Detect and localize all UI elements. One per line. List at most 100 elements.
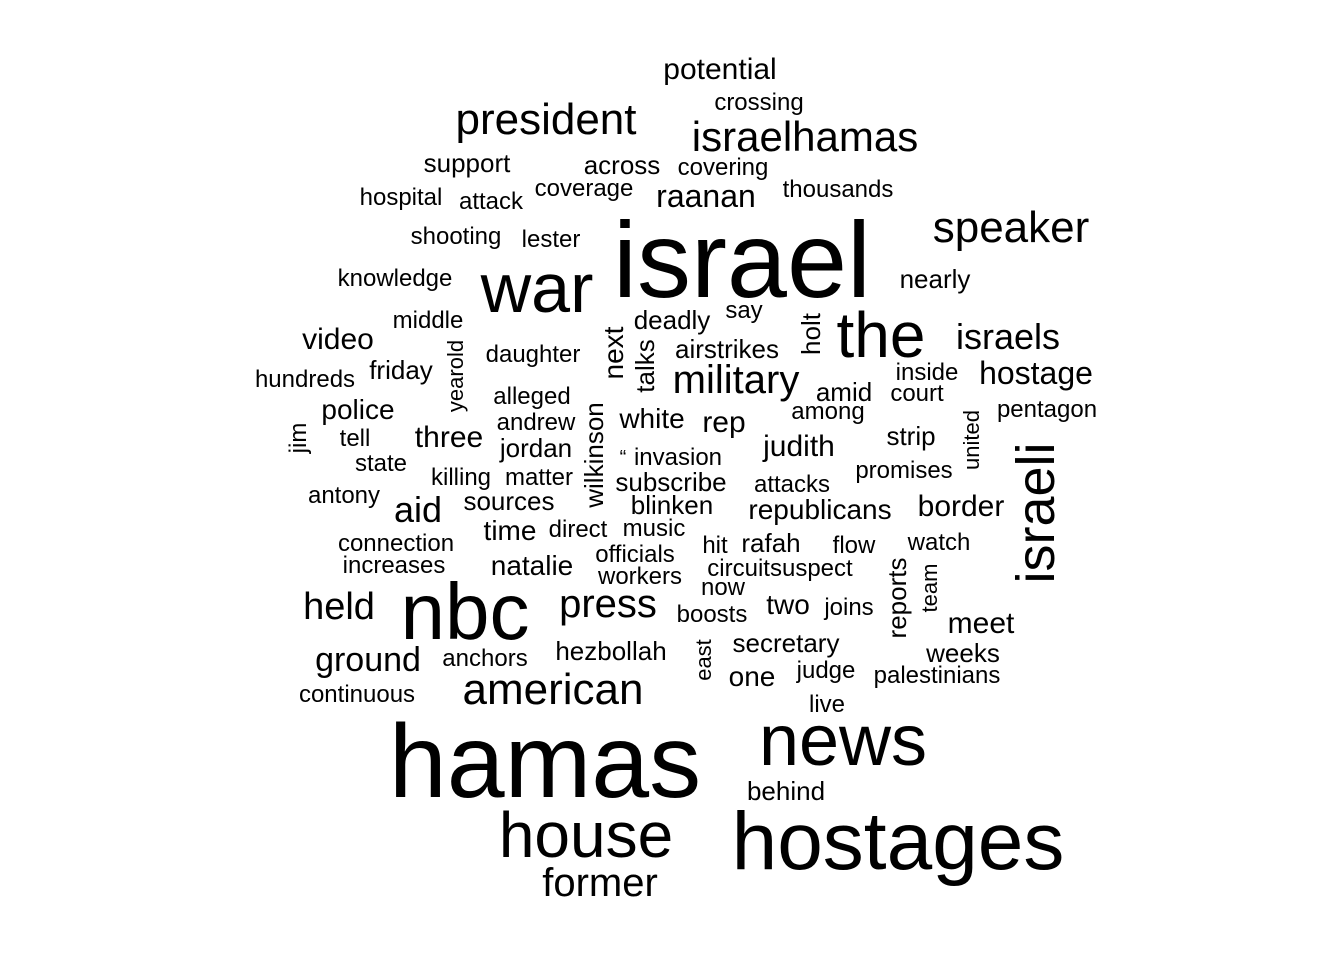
word-time: time [483,515,537,546]
word-meet: meet [947,607,1015,640]
word-direct: direct [548,516,608,543]
word-middle: middle [392,307,464,334]
word-strip: strip [886,421,936,451]
word-two: two [766,589,810,620]
word-attack: attack [458,188,524,215]
word-music: music [622,515,686,542]
word-live: live [808,691,846,718]
word-hit: hit [702,532,728,559]
word-attacks: attacks [753,471,831,498]
word-sources: sources [463,486,555,516]
word-team: team [917,563,942,613]
word-lester: lester [521,226,581,253]
word-the: the [836,299,926,371]
word-natalie: natalie [490,550,574,581]
word-hundreds: hundreds [254,366,356,393]
word-hostages: hostages [731,796,1065,887]
word-israels: israels [955,316,1061,357]
word-andrew: andrew [496,409,576,436]
word-former: former [542,861,658,905]
word-promises: promises [855,457,953,484]
word-anchors: anchors [442,645,528,672]
word-say: say [725,297,763,324]
word-ground: ground [315,641,421,679]
word-press: press [559,582,657,626]
word-flow: flow [832,532,876,559]
word-nearly: nearly [899,264,971,294]
word-crossing: crossing [714,89,804,116]
word-potential: potential [663,53,777,86]
word-open-quote: “ [619,447,627,469]
word-workers: workers [597,563,683,590]
word-daughter: daughter [485,341,581,368]
word-hospital: hospital [359,184,443,211]
word-support: support [423,148,511,178]
word-thousands: thousands [782,176,894,203]
word-israelhamas: israelhamas [691,113,919,160]
word-talks: talks [630,339,660,393]
word-next: next [598,326,629,380]
word-reports: reports [882,557,912,639]
word-one: one [728,661,776,692]
word-held: held [303,586,375,628]
word-invasion: invasion [633,444,723,471]
word-yearold: yearold [443,339,468,413]
word-matter: matter [504,464,574,491]
word-watch: watch [907,529,971,556]
word-boosts: boosts [676,601,748,628]
word-judith: judith [763,430,835,463]
word-military: military [672,358,800,402]
word-rep: rep [702,406,746,439]
word-behind: behind [746,776,826,806]
word-court: court [890,380,944,407]
word-inside: inside [895,359,959,386]
word-friday: friday [369,355,433,385]
word-shooting: shooting [410,223,502,250]
word-israeli: israeli [1006,442,1066,584]
word-news: news [758,701,928,781]
word-continuous: continuous [298,681,416,708]
word-officials: officials [595,541,675,568]
word-now: now [700,574,746,601]
word-alleged: alleged [493,383,571,410]
word-house: house [498,799,674,871]
word-rafah: rafah [741,528,801,558]
word-weeks: weeks [926,638,1000,668]
word-joins: joins [824,594,874,621]
word-border: border [917,490,1005,523]
word-increases: increases [342,552,446,579]
word-hezbollah: hezbollah [555,636,667,666]
word-speaker: speaker [932,203,1090,252]
word-east: east [691,639,716,681]
word-connection: connection [337,530,455,557]
word-hostage: hostage [979,355,1093,391]
word-antony: antony [307,482,381,509]
word-holt: holt [796,313,826,355]
word-raanan: raanan [656,178,756,214]
word-killing: killing [430,464,492,491]
word-pentagon: pentagon [996,396,1098,423]
word-across: across [583,150,661,180]
word-jim: jim [285,422,312,454]
word-united: united [959,410,984,470]
word-white: white [619,403,685,434]
word-three: three [414,421,484,454]
word-blinken: blinken [630,490,714,520]
word-hamas: hamas [388,704,702,820]
word-video: video [302,323,374,356]
word-knowledge: knowledge [337,265,453,292]
word-amid: amid [815,377,873,407]
word-airstrikes: airstrikes [674,334,780,364]
word-president: president [455,95,637,144]
word-israel: israel [612,199,872,320]
word-state: state [354,450,408,477]
word-police: police [321,394,395,425]
word-among: among [791,398,865,425]
word-jordan: jordan [499,433,573,463]
word-secretary: secretary [732,628,840,658]
word-war: war [480,249,594,327]
word-republicans: republicans [748,494,892,525]
word-judge: judge [796,657,856,684]
word-subscribe: subscribe [615,467,727,497]
